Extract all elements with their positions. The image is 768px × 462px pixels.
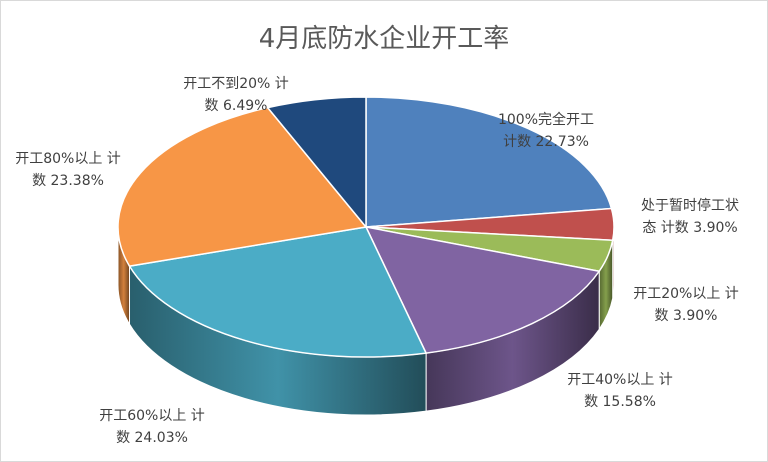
pie-slice-0 (365, 96, 613, 228)
pie-label-6-line1: 开工不到20% 计 (183, 76, 289, 92)
pie-label-2-line1: 开工20%以上 计 (633, 286, 739, 302)
pie-label-0-line2: 计数 22.73% (503, 134, 589, 150)
pie-sides (117, 226, 615, 416)
pie-label-6-line2: 数 6.49% (205, 98, 268, 114)
pie-slice-6 (266, 96, 367, 230)
pie-slice-4 (128, 226, 428, 358)
pie-label-2-line2: 数 3.90% (655, 308, 718, 324)
pie-label-3-line1: 开工40%以上 计 (567, 372, 673, 388)
pie-slice-3 (364, 225, 601, 354)
pie-label-4-line2: 数 24.03% (116, 430, 188, 446)
pie-label-0-line1: 100%完全开工 (498, 111, 594, 128)
pie-label-5-line2: 数 23.38% (32, 173, 104, 189)
pie-label-1-line1: 处于暂时停工状 (641, 197, 739, 214)
pie-slice-5 (117, 106, 368, 267)
pie-label-5-line1: 开工80%以上 计 (15, 151, 121, 167)
pie-label-4-line1: 开工60%以上 计 (99, 408, 205, 424)
pie-tops (117, 96, 615, 358)
pie-label-1-line2: 态 计数 3.90% (642, 220, 737, 236)
chart-title: 4月底防水企业开工率 (258, 24, 510, 54)
pie-label-3-line2: 数 15.58% (584, 394, 656, 410)
